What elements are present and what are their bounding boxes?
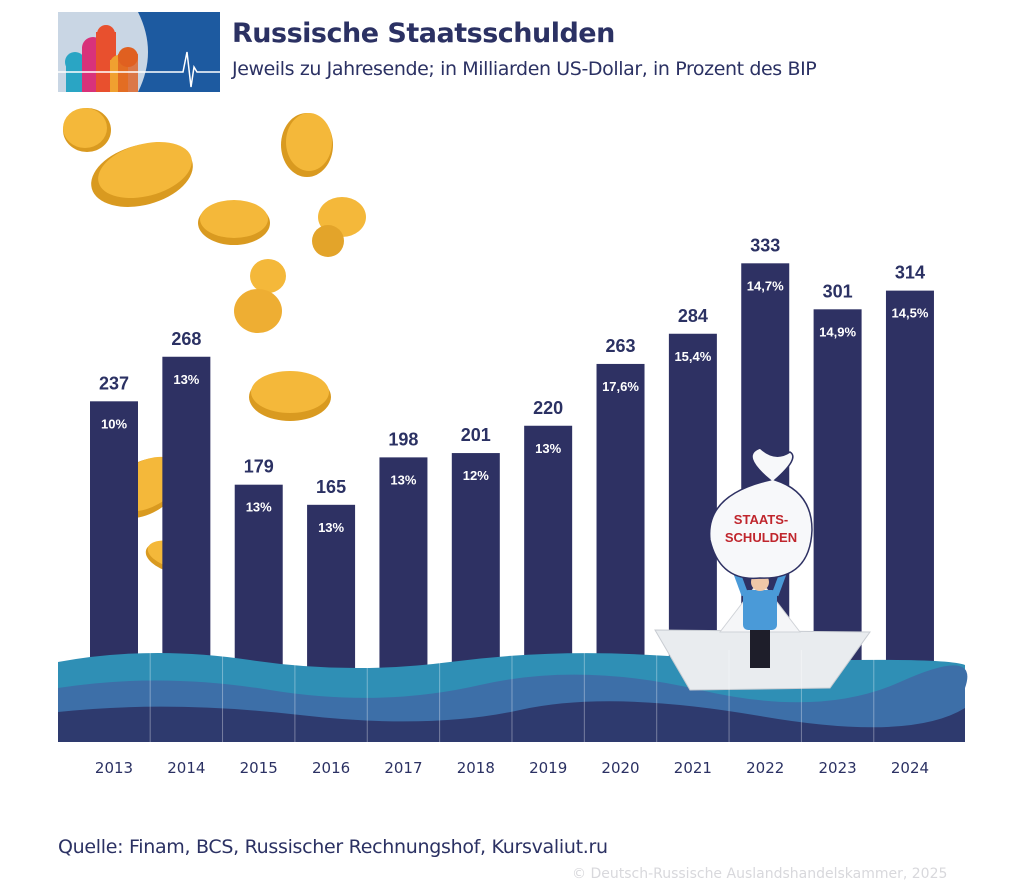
percent-label: 12%	[463, 468, 489, 483]
percent-label: 13%	[246, 500, 272, 515]
chart-subtitle: Jeweils zu Jahresende; in Milliarden US-…	[232, 58, 817, 80]
value-label: 314	[895, 263, 925, 283]
percent-label: 14,5%	[892, 306, 929, 321]
coin-icon	[249, 371, 331, 421]
year-tick-label: 2022	[746, 759, 784, 777]
year-tick-label: 2018	[457, 759, 495, 777]
percent-label: 17,6%	[602, 379, 639, 394]
paper-boat-with-man	[654, 447, 871, 691]
year-tick-label: 2017	[384, 759, 422, 777]
year-tick-label: 2023	[819, 759, 857, 777]
value-label: 301	[823, 281, 853, 301]
percent-label: 13%	[318, 520, 344, 535]
year-tick-label: 2020	[601, 759, 639, 777]
year-tick-label: 2013	[95, 759, 133, 777]
coin-icon	[312, 197, 366, 257]
coin-icon	[63, 108, 111, 152]
value-label: 263	[605, 336, 635, 356]
chart-title: Russische Staatsschulden	[232, 18, 615, 49]
value-label: 220	[533, 398, 563, 418]
percent-label: 13%	[535, 441, 561, 456]
year-tick-label: 2024	[891, 759, 929, 777]
source-note: Quelle: Finam, BCS, Russischer Rechnungs…	[58, 836, 608, 858]
year-tick-label: 2014	[167, 759, 205, 777]
value-label: 198	[388, 429, 418, 449]
value-label: 284	[678, 306, 708, 326]
percent-label: 14,7%	[747, 278, 784, 293]
falling-coins	[63, 108, 366, 575]
water-waves	[58, 652, 968, 742]
value-label: 268	[171, 329, 201, 349]
percent-label: 13%	[390, 472, 416, 487]
coin-icon	[198, 200, 270, 245]
percent-label: 14,9%	[819, 324, 856, 339]
value-label: 333	[750, 235, 780, 255]
value-label: 201	[461, 425, 491, 445]
year-tick-label: 2019	[529, 759, 567, 777]
coin-icon	[91, 141, 193, 207]
percent-label: 10%	[101, 416, 127, 431]
logo-icon	[58, 12, 220, 92]
year-tick-label: 2015	[240, 759, 278, 777]
coin-icon	[281, 113, 333, 177]
value-label: 165	[316, 477, 346, 497]
year-tick-label: 2016	[312, 759, 350, 777]
percent-label: 13%	[173, 372, 199, 387]
coin-icon	[234, 259, 286, 333]
percent-label: 15,4%	[674, 349, 711, 364]
value-label: 237	[99, 373, 129, 393]
bag-label-line2: SCHULDEN	[725, 530, 797, 545]
value-label: 179	[244, 457, 274, 477]
year-tick-label: 2021	[674, 759, 712, 777]
bag-label-line1: STAATS-	[734, 512, 788, 527]
copyright: © Deutsch-Russische Auslandshandelskamme…	[572, 866, 948, 882]
